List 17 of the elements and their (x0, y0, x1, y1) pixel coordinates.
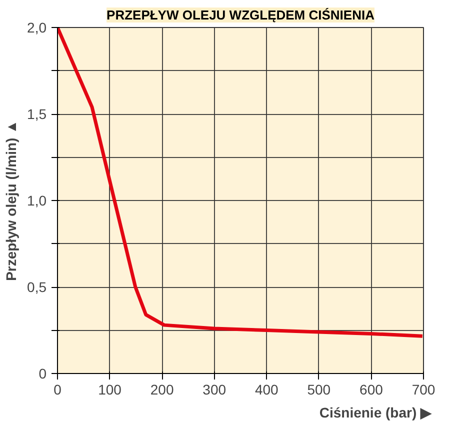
y-tick-label: 1,0 (27, 192, 47, 208)
y-axis-title: Przepływ oleju (l/min) ▲ (3, 120, 20, 281)
x-tick-label: 200 (150, 382, 174, 398)
x-tick-label: 0 (54, 382, 62, 398)
x-tick-label: 400 (254, 382, 279, 398)
chart-title: PRZEPŁYW OLEJU WZGLĘDEM CIŚNIENIA (106, 8, 376, 22)
x-axis-title: Ciśnienie (bar) ▶ (319, 404, 432, 420)
y-tick-label: 0,5 (27, 279, 47, 295)
line-series (58, 28, 424, 338)
x-tick-label: 700 (412, 382, 436, 398)
y-tick-label: 1,5 (27, 106, 47, 122)
x-tick-label: 100 (98, 382, 122, 398)
y-tick-label: 2,0 (27, 20, 47, 36)
x-tick-label: 300 (202, 382, 226, 398)
x-tick-label: 600 (360, 382, 384, 398)
x-tick-label: 500 (307, 382, 331, 398)
y-tick-label: 0 (38, 366, 47, 382)
